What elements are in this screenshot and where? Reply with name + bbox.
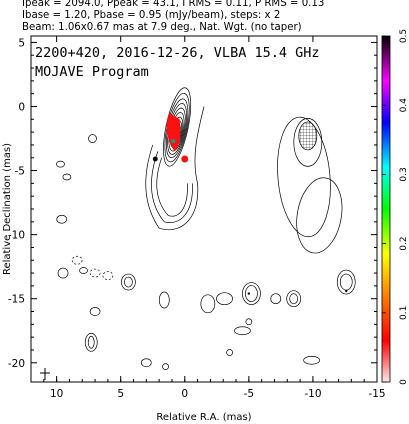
colorbar (381, 35, 391, 383)
contour-island (200, 294, 216, 314)
contour-island-inner (245, 285, 258, 302)
beam-marker (40, 368, 50, 380)
negative-contour (102, 271, 114, 280)
island-peak (247, 292, 251, 295)
colorbar-tick-label: 0.3 (399, 167, 409, 181)
y-tick-label: 5 (18, 37, 25, 49)
y-tick-label: -15 (8, 294, 25, 306)
x-tick-label: 10 (50, 388, 63, 400)
contour-island (270, 293, 282, 305)
jet-envelope-mid (151, 151, 193, 223)
contour-island-inner (289, 293, 299, 305)
colorbar-ticks: 0 0.1 0.2 0.3 0.4 0.5 (382, 29, 409, 385)
contour-island (84, 332, 98, 352)
contour-island-inner (124, 276, 133, 288)
negative-contour (71, 255, 83, 265)
annotation-title: 2200+420, 2016-12-26, VLBA 15.4 GHz (35, 45, 319, 61)
western-lobe-outer (277, 116, 331, 238)
x-tick-label: -15 (368, 388, 385, 400)
jet-envelope-inner (156, 157, 188, 217)
x-tick-label: 5 (117, 388, 124, 400)
colorbar-tick-label: 0.1 (399, 306, 409, 320)
contour-island (56, 160, 65, 168)
y-tick-label: 0 (18, 101, 25, 113)
jet-envelope-outer (145, 106, 205, 231)
contour-island (121, 273, 136, 291)
contour-island (79, 267, 88, 274)
island-peak (345, 289, 348, 293)
contour-island (88, 134, 97, 143)
y-tick-label: -20 (8, 358, 25, 370)
colorbar-tick-label: 0.5 (399, 29, 409, 43)
western-lobe-contour (293, 118, 323, 167)
cyan-pixel (171, 139, 176, 144)
x-tick-label: 0 (181, 388, 188, 400)
polarized-knot (181, 155, 189, 163)
plot-frame (30, 35, 378, 383)
header-line-3: Beam: 1.06x0.67 mas at 7.9 deg., Nat. Wg… (22, 22, 302, 33)
header-line-2: Ibase = 1.20, Pbase = 0.95 (mJy/beam), s… (22, 10, 281, 21)
colorbar-tick-label: 0.2 (399, 236, 409, 250)
western-lobe-envelope (296, 177, 343, 254)
annotation-program: MOJAVE Program (35, 64, 149, 80)
x-tick-label: -5 (244, 388, 254, 400)
contour-island (158, 291, 170, 309)
contour-layer (56, 87, 356, 370)
western-lobe-core (298, 121, 318, 151)
y-axis-label: Relative Declination (mas) (2, 143, 13, 275)
contour-island-inner (87, 335, 95, 349)
core-contour (163, 87, 192, 167)
contour-island (162, 363, 169, 370)
contour-island (242, 282, 261, 305)
contour-island (89, 307, 101, 316)
y-tick-label: -10 (8, 230, 25, 242)
negative-contour (89, 268, 101, 278)
contour-island (303, 355, 320, 365)
contour-island (216, 292, 233, 306)
contour-island (57, 267, 69, 279)
contour-island (140, 358, 152, 368)
contour-island (62, 173, 72, 181)
axis-ticks: 10 5 0 -5 -10 -15 5 0 -5 -10 -15 -20 (8, 36, 386, 400)
polarized-emission (166, 112, 181, 152)
contour-island (245, 318, 253, 326)
x-tick-label: -10 (304, 388, 321, 400)
y-tick-label: -5 (15, 166, 25, 178)
x-axis-label: Relative R.A. (mas) (156, 412, 251, 423)
header-line-1: Ipeak = 2094.0, Ppeak = 43.1, I RMS = 0.… (22, 0, 325, 9)
colorbar-tick-label: 0.4 (399, 98, 409, 113)
contour-island-inner (339, 273, 353, 291)
colorbar-tick-label: 0 (399, 379, 409, 385)
contour-island (286, 290, 302, 308)
contour-island (226, 349, 233, 356)
contour-island (336, 269, 356, 295)
contour-island (234, 326, 251, 336)
contour-island (56, 214, 68, 224)
